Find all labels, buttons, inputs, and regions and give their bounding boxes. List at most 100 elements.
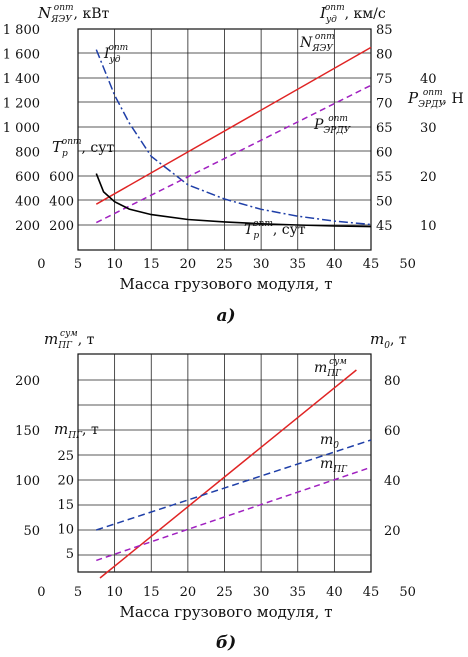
chart-a-series-I_уд xyxy=(95,49,372,226)
chart-b-x-tick-label: 40 xyxy=(326,585,343,600)
chart-a-grid xyxy=(78,29,371,250)
chart-b-x-tick-label: 0 xyxy=(37,585,45,600)
chart-a-left-tick-label: 600 xyxy=(15,170,40,185)
chart-a-right-outer-tick-label: 40 xyxy=(420,72,437,87)
chart-b-x-tick-label: 30 xyxy=(253,585,270,600)
chart-a-x-tick-label: 50 xyxy=(399,257,416,272)
chart-b-series-m_ПГ xyxy=(96,466,372,562)
chart-a-left-axis-title: NЯЭУопт, кВт xyxy=(37,3,109,25)
chart-b-x-tick-label: 25 xyxy=(216,585,233,600)
chart-b-x-tick-label: 5 xyxy=(74,585,82,600)
chart-b-x-tick-label: 20 xyxy=(180,585,197,600)
chart-b-x-tick-label: 35 xyxy=(289,585,306,600)
chart-b-right-tick-label: 20 xyxy=(384,524,401,539)
chart-b-right-ticks: 80 60 40 20 xyxy=(384,374,401,539)
chart-a-left-inner-axis-title: Tропт, сут xyxy=(52,137,115,159)
chart-a-left-inner-tick-label: 200 xyxy=(49,219,74,234)
chart-b-x-tick-label: 15 xyxy=(143,585,160,600)
chart-a-right-outer-tick-label: 30 xyxy=(420,121,437,136)
chart-a-right-tick-label: 55 xyxy=(376,170,393,185)
chart-b-left-inner-tick-label: 5 xyxy=(66,547,74,562)
chart-a-label-p-erdu: PЭРДУопт xyxy=(313,114,352,136)
chart-b-label-m-pg: mПГ xyxy=(320,456,348,475)
chart-a-right-tick-label: 65 xyxy=(376,121,393,136)
chart-a-series-N_ЯЭУ xyxy=(95,46,372,205)
chart-a-series-P_ЭРДУ xyxy=(95,84,372,224)
chart-a-left-tick-label: 1 400 xyxy=(3,72,40,87)
chart-b-x-ticks: 0 5 10 15 20 25 30 35 40 45 50 xyxy=(37,585,416,600)
chart-a-label-i-ud: Iудопт xyxy=(103,43,128,65)
chart-a-right-tick-label: 75 xyxy=(376,72,393,87)
chart-a-left-tick-label: 1 000 xyxy=(3,121,40,136)
chart-a-x-tick-label: 0 xyxy=(37,257,45,272)
chart-b-x-axis-label: Масса грузового модуля, т xyxy=(119,603,332,621)
chart-a-caption: а) xyxy=(216,306,235,326)
chart-a-right-outer-tick-label: 10 xyxy=(420,219,437,234)
chart-b-left-inner-tick-label: 15 xyxy=(57,498,74,513)
chart-a-x-tick-label: 45 xyxy=(363,257,380,272)
chart-b-x-tick-label: 45 xyxy=(363,585,380,600)
chart-b-grid xyxy=(78,354,371,572)
chart-a-right-tick-label: 70 xyxy=(376,97,393,112)
chart-b-x-tick-label: 50 xyxy=(399,585,416,600)
chart-b-left-inner-axis-title: mПГ, т xyxy=(54,420,99,441)
chart-a-x-tick-label: 40 xyxy=(326,257,343,272)
chart-a-x-tick-label: 5 xyxy=(74,257,82,272)
chart-b-label-m0: m0 xyxy=(320,432,339,451)
chart-a-x-tick-label: 20 xyxy=(180,257,197,272)
chart-b-left-ticks: 200 150 100 50 xyxy=(15,374,40,539)
chart-a-left-inner-ticks: 600 400 200 xyxy=(49,170,74,234)
chart-b-series xyxy=(96,369,372,579)
chart-a-right-outer-ticks: 40 30 20 10 xyxy=(420,72,437,234)
chart-a-right-tick-label: 45 xyxy=(376,219,393,234)
chart-b-left-inner-tick-label: 25 xyxy=(57,449,74,464)
chart-b-left-inner-tick-label: 10 xyxy=(57,523,74,538)
chart-a-series xyxy=(95,46,372,228)
chart-a-right-tick-label: 60 xyxy=(376,146,393,161)
chart-b-right-tick-label: 40 xyxy=(384,474,401,489)
chart-a-x-tick-label: 15 xyxy=(143,257,160,272)
chart-a-x-tick-label: 30 xyxy=(253,257,270,272)
chart-a-left-tick-label: 1 800 xyxy=(3,23,40,38)
chart-a-label-t-r: Tропт, сут xyxy=(244,219,306,241)
chart-b-left-inner-ticks: 25 20 15 10 5 xyxy=(57,449,74,562)
chart-b-right-tick-label: 60 xyxy=(384,424,401,439)
chart-a-x-tick-label: 25 xyxy=(216,257,233,272)
chart-a-x-ticks: 0 5 10 15 20 25 30 35 40 45 50 xyxy=(37,257,416,272)
chart-a-right-tick-label: 85 xyxy=(376,23,393,38)
chart-a-right-outer-axis-title: PЭРДУопт, Н xyxy=(407,88,464,110)
chart-b-label-m-pg-sum: mПГсум xyxy=(314,357,347,379)
chart-b-series-m_0 xyxy=(96,439,372,531)
chart-a-left-inner-tick-label: 600 xyxy=(49,170,74,185)
chart-b-left-tick-label: 200 xyxy=(15,374,40,389)
chart-a-left-tick-label: 1 200 xyxy=(3,97,40,112)
chart-a-right-tick-label: 80 xyxy=(376,48,393,63)
chart-a-right-ticks: 85 80 75 70 65 60 55 50 45 xyxy=(376,23,393,234)
chart-b-series-m_ПГ_сум xyxy=(99,369,357,579)
chart-b-left-axis-title: mПГсум, т xyxy=(44,329,95,351)
chart-a-left-inner-tick-label: 400 xyxy=(49,195,74,210)
chart-a-left-tick-label: 400 xyxy=(15,195,40,210)
chart-a: 0 5 10 15 20 25 30 35 40 45 50 1 800 1 600 1 400 1 20… xyxy=(3,3,464,326)
chart-b-left-inner-tick-label: 20 xyxy=(57,474,74,489)
chart-a-left-tick-label: 1 600 xyxy=(3,48,40,63)
chart-b-caption: б) xyxy=(216,633,236,653)
chart-a-left-ticks: 1 800 1 600 1 400 1 200 1 000 800 600 400 200 xyxy=(3,23,40,234)
chart-b: 0 5 10 15 20 25 30 35 40 45 50 200 150 100 50 25 20 15 1… xyxy=(15,329,416,653)
chart-a-right-axis-title: Iудопт, км/с xyxy=(319,3,386,25)
chart-a-x-tick-label: 35 xyxy=(289,257,306,272)
chart-b-left-tick-label: 150 xyxy=(15,424,40,439)
chart-b-left-tick-label: 50 xyxy=(23,524,40,539)
chart-a-x-axis-label: Масса грузового модуля, т xyxy=(119,275,332,293)
chart-a-label-n-yaeu: NЯЭУопт xyxy=(299,32,335,54)
chart-a-right-tick-label: 50 xyxy=(376,195,393,210)
chart-a-right-outer-tick-label: 20 xyxy=(420,170,437,185)
chart-a-left-tick-label: 200 xyxy=(15,219,40,234)
chart-b-right-axis-title: m0, т xyxy=(370,330,407,351)
chart-a-x-tick-label: 10 xyxy=(106,257,123,272)
chart-b-x-tick-label: 10 xyxy=(106,585,123,600)
chart-a-series-T_р xyxy=(95,173,372,228)
chart-b-left-tick-label: 100 xyxy=(15,474,40,489)
chart-b-right-tick-label: 80 xyxy=(384,374,401,389)
